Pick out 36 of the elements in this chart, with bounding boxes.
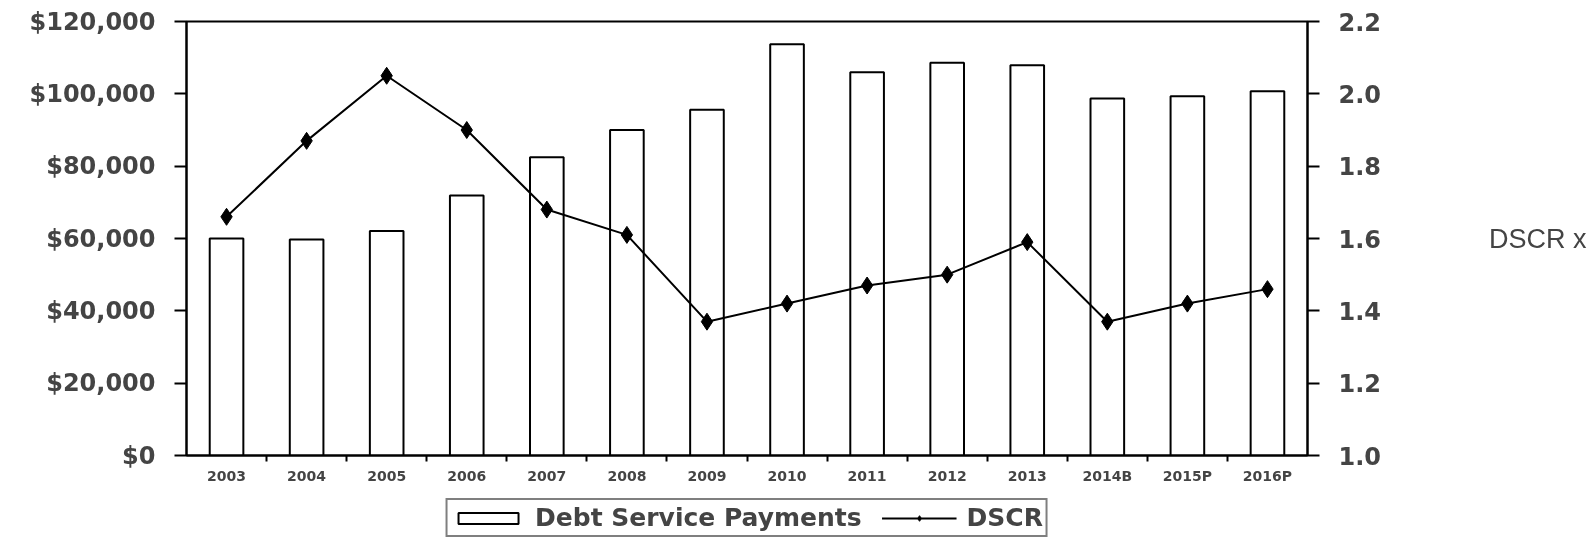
y-tick-label: $40,000 xyxy=(46,296,156,325)
x-tick-label: 2007 xyxy=(527,467,567,484)
x-tick-label: 2005 xyxy=(367,467,407,484)
x-tick-label: 2006 xyxy=(447,467,487,484)
y-tick-label: $60,000 xyxy=(46,224,156,253)
y2-tick-label: 2.2 xyxy=(1338,8,1382,37)
y-tick-label: $80,000 xyxy=(46,152,156,181)
y-tick-label: $120,000 xyxy=(29,7,156,36)
x-tick-label: 2016P xyxy=(1242,467,1293,484)
y2-tick-label: 1.8 xyxy=(1338,153,1382,182)
x-tick-label: 2009 xyxy=(687,467,727,484)
y2-tick-label: 1.2 xyxy=(1338,370,1382,399)
point xyxy=(700,312,714,331)
y-tick-label: $20,000 xyxy=(46,369,156,398)
legend-label: Debt Service Payments xyxy=(535,503,862,532)
y2-axis-title: DSCR x xyxy=(1489,223,1588,254)
x-tick-label: 2013 xyxy=(1007,467,1047,484)
x-tick-label: 2011 xyxy=(847,467,887,484)
point xyxy=(460,121,473,139)
x-tick-label: 2010 xyxy=(767,467,807,484)
y2-tick-label: 2.0 xyxy=(1338,80,1382,109)
y-tick-label: $100,000 xyxy=(29,79,156,108)
point xyxy=(860,276,874,295)
y-tick-label: $0 xyxy=(122,441,156,470)
legend-label: DSCR xyxy=(966,503,1043,532)
point xyxy=(620,225,634,244)
x-tick-label: 2015P xyxy=(1162,467,1213,484)
y2-tick-label: 1.4 xyxy=(1338,297,1382,326)
x-tick-label: 2012 xyxy=(927,467,967,484)
point xyxy=(780,294,794,313)
y2-tick-label: 1.6 xyxy=(1338,225,1382,254)
y2-tick-label: 1.0 xyxy=(1338,442,1382,471)
x-tick-label: 2003 xyxy=(207,467,247,484)
x-tick-label: 2014B xyxy=(1082,467,1133,484)
x-tick-label: 2004 xyxy=(287,467,327,484)
x-tick-label: 2008 xyxy=(607,467,647,484)
